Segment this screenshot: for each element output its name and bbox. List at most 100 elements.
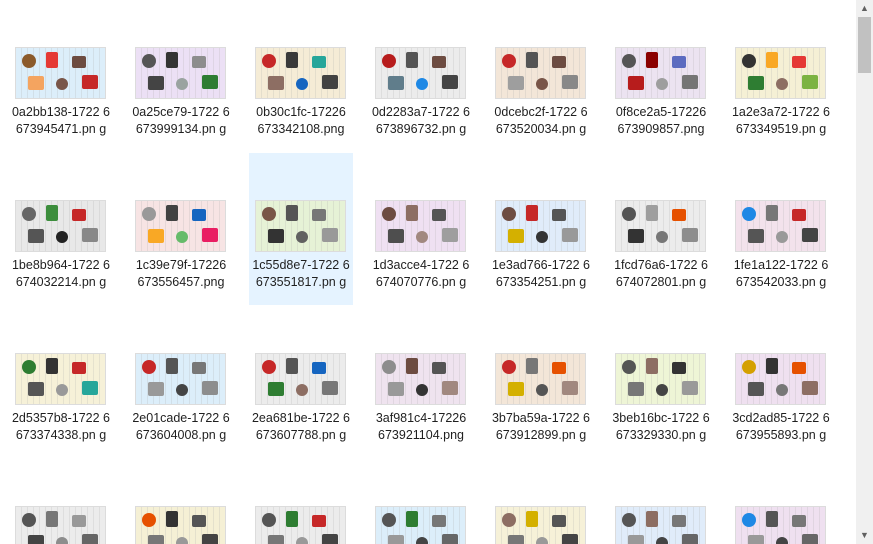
file-item[interactable] [369, 459, 473, 544]
file-item[interactable]: 3cd2ad85-1722 6673955893.pn g [729, 306, 833, 458]
thumbnail-object [72, 56, 86, 68]
thumbnail-object [192, 362, 206, 374]
file-name-label: 1d3acce4-1722 6674070776.pn g [372, 258, 470, 289]
thumbnail-object [536, 384, 548, 396]
thumbnail-object [148, 382, 164, 396]
file-item[interactable] [609, 459, 713, 544]
thumbnail-object [682, 381, 698, 395]
thumbnail-object [442, 534, 458, 544]
file-item[interactable]: 0b30c1fc-17226 673342108.png [249, 0, 353, 152]
file-item[interactable]: 2ea681be-1722 6673607788.pn g [249, 306, 353, 458]
file-name-label: 0d2283a7-1722 6673896732.pn g [371, 105, 470, 136]
thumbnail-object [296, 78, 308, 90]
thumbnail-object [296, 537, 308, 544]
thumbnail-object [72, 362, 86, 374]
thumbnail-object [286, 358, 298, 374]
image-thumbnail [135, 47, 226, 99]
file-item[interactable]: 1e3ad766-1722 6673354251.pn g [489, 153, 593, 305]
thumbnail-object [552, 209, 566, 221]
image-thumbnail [255, 506, 346, 544]
thumbnail-object [56, 231, 68, 243]
scroll-up-arrow-icon[interactable]: ▲ [860, 3, 869, 13]
image-thumbnail [255, 200, 346, 252]
file-item[interactable]: 2d5357b8-1722 6673374338.pn g [9, 306, 113, 458]
file-item[interactable]: 0f8ce2a5-17226 673909857.png [609, 0, 713, 152]
thumbnail-object [442, 75, 458, 89]
file-item[interactable]: 1be8b964-1722 6674032214.pn g [9, 153, 113, 305]
file-item[interactable]: 3beb16bc-1722 6673329330.pn g [609, 306, 713, 458]
file-item[interactable] [129, 459, 233, 544]
thumbnail-object [286, 205, 298, 221]
thumbnail-object [628, 229, 644, 243]
file-item[interactable]: 0a25ce79-1722 6673999134.pn g [129, 0, 233, 152]
thumbnail-object [46, 205, 58, 221]
thumbnail-object [792, 209, 806, 221]
thumbnail-object [268, 76, 284, 90]
file-item[interactable] [729, 459, 833, 544]
thumbnail-object [56, 537, 68, 544]
thumbnail-object [82, 75, 98, 89]
thumbnail-object [22, 54, 36, 68]
thumbnail-object [142, 513, 156, 527]
thumbnail-object [262, 54, 276, 68]
thumbnail-object [262, 207, 276, 221]
thumbnail-object [508, 535, 524, 544]
file-item[interactable]: 1fcd76a6-1722 6674072801.pn g [609, 153, 713, 305]
thumbnail-object [176, 384, 188, 396]
thumbnail-object [526, 52, 538, 68]
file-item[interactable]: 1a2e3a72-1722 6673349519.pn g [729, 0, 833, 152]
thumbnail-object [166, 52, 178, 68]
file-item[interactable]: 1d3acce4-1722 6674070776.pn g [369, 153, 473, 305]
thumbnail-object [82, 228, 98, 242]
thumbnail-object [382, 207, 396, 221]
thumbnail-object [416, 384, 428, 396]
thumbnail-object [508, 229, 524, 243]
thumbnail-object [166, 205, 178, 221]
scrollbar-thumb[interactable] [858, 17, 871, 73]
file-item[interactable]: 0d2283a7-1722 6673896732.pn g [369, 0, 473, 152]
thumbnail-object [776, 384, 788, 396]
thumbnail-object [802, 534, 818, 544]
thumbnail-object [672, 209, 686, 221]
thumbnail-object [22, 207, 36, 221]
thumbnail-object [742, 54, 756, 68]
file-item[interactable] [489, 459, 593, 544]
thumbnail-object [148, 229, 164, 243]
thumbnail-object [748, 382, 764, 396]
file-item[interactable]: 1c39e79f-17226 673556457.png [129, 153, 233, 305]
thumbnail-object [672, 515, 686, 527]
file-name-label: 2e01cade-1722 6673604008.pn g [132, 411, 230, 442]
thumbnail-object [562, 534, 578, 544]
thumbnail-object [262, 360, 276, 374]
thumbnail-object [628, 76, 644, 90]
thumbnail-object [166, 358, 178, 374]
image-thumbnail [735, 47, 826, 99]
thumbnail-object [776, 231, 788, 243]
thumbnail-object [46, 511, 58, 527]
thumbnail-object [562, 75, 578, 89]
file-item[interactable] [249, 459, 353, 544]
thumbnail-object [536, 78, 548, 90]
file-item[interactable]: 1c55d8e7-1722 6673551817.pn g [249, 153, 353, 305]
vertical-scrollbar[interactable]: ▲ ▼ [856, 0, 873, 544]
file-item[interactable]: 3b7ba59a-1722 6673912899.pn g [489, 306, 593, 458]
file-item[interactable]: 2e01cade-1722 6673604008.pn g [129, 306, 233, 458]
image-thumbnail [375, 506, 466, 544]
file-item[interactable]: 0a2bb138-1722 6673945471.pn g [9, 0, 113, 152]
thumbnail-object [656, 78, 668, 90]
file-item[interactable] [9, 459, 113, 544]
image-thumbnail [615, 353, 706, 405]
thumbnail-object [192, 209, 206, 221]
thumbnail-object [682, 228, 698, 242]
image-thumbnail [735, 353, 826, 405]
thumbnail-object [748, 76, 764, 90]
file-item[interactable]: 3af981c4-17226 673921104.png [369, 306, 473, 458]
file-item[interactable]: 1fe1a122-1722 6673542033.pn g [729, 153, 833, 305]
thumbnail-object [628, 382, 644, 396]
thumbnail-object [766, 358, 778, 374]
file-name-label: 3cd2ad85-1722 6673955893.pn g [732, 411, 830, 442]
file-item[interactable]: 0dcebc2f-1722 6673520034.pn g [489, 0, 593, 152]
thumbnail-object [22, 360, 36, 374]
scroll-down-arrow-icon[interactable]: ▼ [860, 530, 869, 540]
thumbnail-object [682, 534, 698, 544]
